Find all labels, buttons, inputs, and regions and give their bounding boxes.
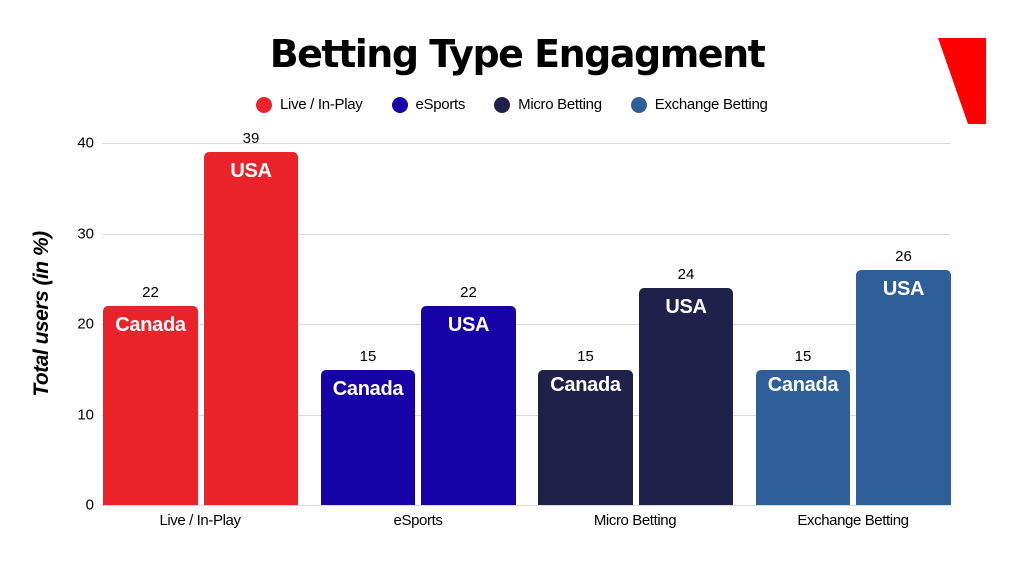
legend: Live / In-Play eSports Micro Betting Exc…	[256, 96, 797, 113]
gridline	[102, 143, 950, 144]
red-corner-decoration-icon	[938, 38, 986, 124]
bar-country-label: USA	[882, 278, 925, 300]
bar-micro-canada: 15 Canada	[538, 348, 633, 505]
legend-dot-icon	[256, 96, 272, 113]
bar-value: 22	[142, 284, 159, 301]
bar-value: 22	[460, 284, 477, 301]
bar-country-label: USA	[665, 296, 707, 318]
x-tick-label: Micro Betting	[593, 512, 677, 529]
bar-country-label: Canada	[767, 374, 839, 396]
gridline	[102, 234, 950, 235]
bar-value: 26	[895, 248, 912, 265]
bar-value: 15	[359, 348, 377, 365]
bar-country-label: Canada	[115, 314, 186, 336]
y-axis-label: Total users (in %)	[30, 231, 53, 397]
legend-label: Live / In-Play	[280, 96, 363, 113]
gridline	[102, 324, 950, 325]
legend-label: Micro Betting	[518, 96, 602, 113]
bar-live-canada: 22 Canada	[103, 284, 198, 505]
x-tick-label: Exchange Betting	[797, 512, 909, 529]
x-tick-label: eSports	[393, 512, 443, 529]
legend-dot-icon	[494, 96, 511, 113]
x-tick-label: Live / In-Play	[159, 512, 241, 529]
gridline	[102, 415, 950, 416]
bar-value: 24	[677, 266, 695, 283]
bar-value: 39	[242, 130, 260, 147]
legend-item-esports: eSports	[391, 96, 466, 113]
bar-live-usa: 39 USA	[204, 130, 298, 505]
bar-country-label: Canada	[550, 374, 621, 396]
legend-dot-icon	[391, 96, 408, 113]
y-tick: 0	[85, 496, 94, 514]
bar-micro-usa: 24 USA	[639, 266, 733, 505]
y-tick: 20	[77, 315, 94, 333]
chart-title: Betting Type Engagment	[269, 32, 766, 76]
legend-item-micro: Micro Betting	[494, 96, 602, 113]
y-tick: 30	[77, 225, 94, 243]
bar-country-label: USA	[447, 314, 490, 336]
y-tick: 40	[77, 134, 94, 152]
legend-label: Exchange Betting	[654, 96, 768, 113]
bar-country-label: Canada	[332, 378, 404, 400]
bar-exchange-canada: 15 Canada	[756, 348, 850, 505]
y-tick: 10	[77, 406, 94, 424]
bar-esports-canada: 15 Canada	[321, 348, 415, 505]
legend-item-live: Live / In-Play	[256, 96, 363, 113]
legend-item-exchange: Exchange Betting	[630, 96, 768, 113]
legend-label: eSports	[415, 96, 466, 113]
gridline	[102, 505, 950, 506]
bar-country-label: USA	[230, 160, 272, 182]
bar-esports-usa: 22 USA	[421, 284, 516, 505]
legend-dot-icon	[630, 96, 647, 113]
bar-value: 15	[577, 348, 594, 365]
bar-exchange-usa: 26 USA	[856, 248, 951, 505]
bar-value: 15	[794, 348, 812, 365]
